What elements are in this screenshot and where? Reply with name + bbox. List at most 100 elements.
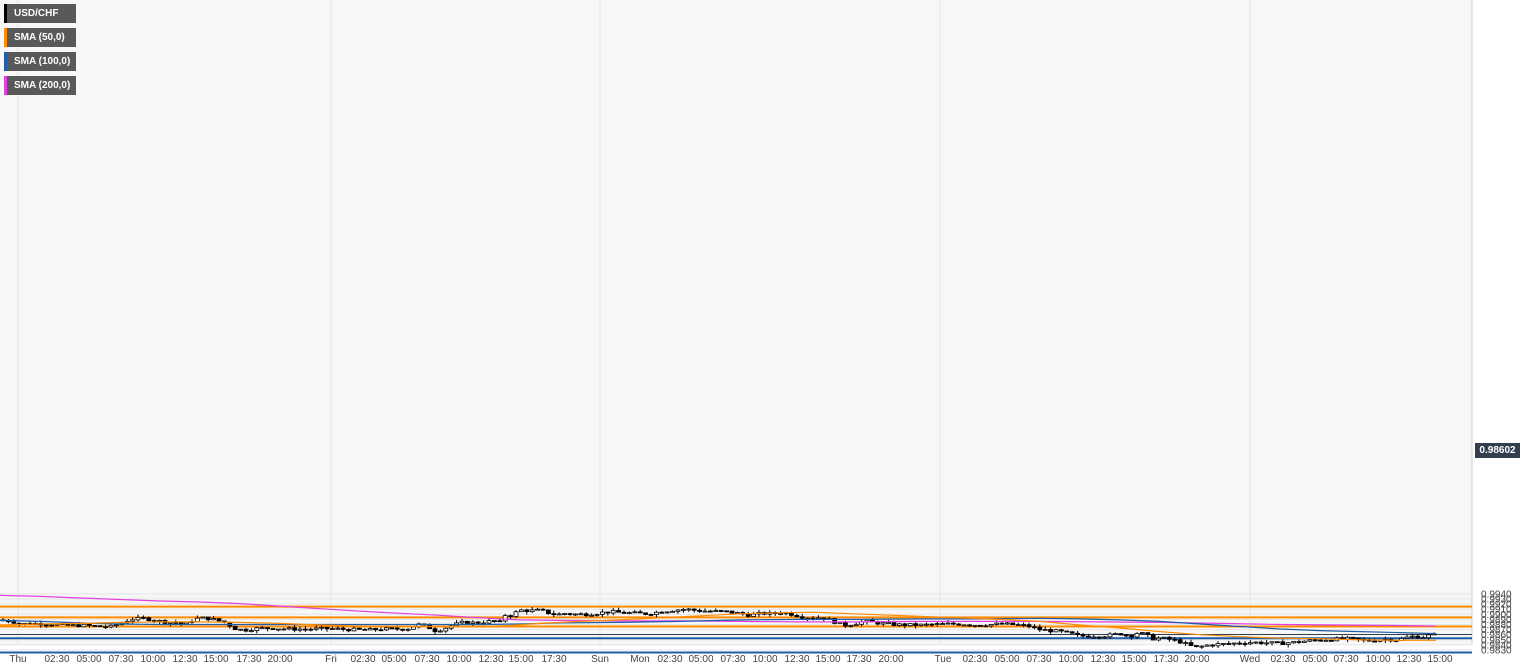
y-tick-label: 0.9840 — [1481, 640, 1512, 651]
candle-body — [108, 624, 114, 628]
candle-body — [907, 623, 913, 627]
candle-body — [697, 609, 702, 612]
candle-body — [1410, 635, 1415, 638]
candle-body — [681, 609, 686, 611]
candle-body — [1231, 642, 1237, 645]
candle-body — [691, 608, 697, 611]
candle-body — [1318, 639, 1323, 642]
y-tick-label: 0.9880 — [1481, 620, 1512, 631]
candle-body — [621, 611, 627, 614]
candle-body — [594, 614, 600, 616]
grid-lines — [0, 0, 1473, 651]
candle-body — [702, 610, 708, 613]
y-tick-label: 0.9860 — [1481, 630, 1512, 641]
candle-body — [459, 620, 465, 624]
candle-body — [486, 620, 492, 624]
candle-body — [92, 625, 98, 627]
candle-body — [551, 613, 557, 616]
candle-body — [832, 618, 837, 624]
legend-item-usdchf[interactable]: USD/CHF — [4, 4, 77, 23]
candle-body — [437, 630, 443, 633]
candle-body — [211, 618, 217, 621]
candle-body — [200, 616, 206, 619]
legend-label: SMA (100,0) — [14, 56, 71, 67]
candle-body — [1005, 622, 1010, 625]
candle-body — [205, 616, 211, 621]
candle-body — [1075, 632, 1080, 635]
candle-body — [540, 608, 546, 611]
x-tick-label: Thu — [9, 654, 26, 665]
candle-body — [140, 616, 146, 619]
y-tick-label: 0.9910 — [1481, 605, 1512, 616]
x-tick-label: 10:00 — [752, 654, 777, 665]
candle-body — [346, 628, 352, 632]
candle-body — [562, 613, 567, 615]
candle-body — [270, 628, 276, 630]
candle-body — [1275, 641, 1280, 644]
x-tick-label: 10:00 — [446, 654, 471, 665]
candle-body — [1150, 634, 1156, 641]
x-tick-label: 02:30 — [1270, 654, 1295, 665]
candle-body — [708, 610, 713, 613]
candle-body — [1015, 624, 1021, 626]
y-tick-label: 0.9850 — [1481, 635, 1512, 646]
candle-body — [643, 612, 648, 615]
candle-body — [173, 621, 179, 624]
candle-body — [724, 610, 729, 613]
candle-body — [924, 623, 929, 626]
candle-body — [1291, 641, 1296, 644]
candle-body — [578, 613, 584, 616]
candle-body — [319, 626, 325, 629]
x-tick-label: 15:00 — [1427, 654, 1452, 665]
candle-body — [475, 621, 481, 624]
x-tick-label: Fri — [325, 654, 337, 665]
legend-item-sma-200[interactable]: SMA (200,0) — [4, 76, 77, 95]
candle-body — [664, 611, 670, 614]
legend-item-sma-100[interactable]: SMA (100,0) — [4, 52, 77, 71]
candle-body — [1426, 634, 1431, 639]
candle-body — [891, 622, 897, 626]
y-tick-label: 0.9890 — [1481, 615, 1512, 626]
candle-body — [146, 617, 152, 621]
candle-body — [1177, 639, 1183, 644]
candle-body — [464, 620, 470, 624]
x-tick-label: 20:00 — [1184, 654, 1209, 665]
y-tick-label: 0.9900 — [1481, 610, 1512, 621]
candle-body — [610, 610, 616, 614]
candle-body — [1032, 626, 1037, 629]
candle-body — [1183, 642, 1188, 644]
legend-item-sma-50[interactable]: SMA (50,0) — [4, 28, 77, 47]
plot-area — [0, 0, 1472, 645]
candle-body — [351, 627, 357, 632]
candle-body — [1102, 636, 1107, 639]
candle-body — [524, 609, 530, 613]
x-tick-label: 02:30 — [962, 654, 987, 665]
candle-body — [308, 628, 314, 631]
x-axis: Thu 02:30 05:00 07:30 10:00 12:30 15:00 17:30 20… — [9, 654, 1453, 665]
candle-body — [573, 613, 578, 616]
candle-body — [194, 617, 200, 622]
candle-body — [940, 623, 945, 625]
candle-body — [1199, 645, 1205, 648]
x-tick-label: 12:30 — [1396, 654, 1421, 665]
candle-body — [11, 621, 17, 624]
x-tick-label: 15:00 — [508, 654, 533, 665]
candle-body — [1215, 643, 1221, 647]
candle-body — [1172, 638, 1178, 641]
candle-body — [286, 627, 292, 630]
candle-body — [843, 622, 848, 627]
candle-body — [1037, 626, 1043, 631]
y-tick-label: 0.9830 — [1481, 645, 1512, 656]
candle-body — [1210, 644, 1215, 647]
candle-body — [799, 616, 805, 619]
candle-body — [686, 608, 692, 611]
candle-body — [184, 621, 190, 625]
candle-body — [1296, 641, 1302, 643]
candle-body — [972, 624, 978, 627]
candle-body — [951, 622, 956, 625]
candle-body — [443, 627, 449, 632]
x-tick-label: 05:00 — [994, 654, 1019, 665]
candle-body — [1280, 641, 1286, 645]
candle-body — [853, 623, 859, 626]
